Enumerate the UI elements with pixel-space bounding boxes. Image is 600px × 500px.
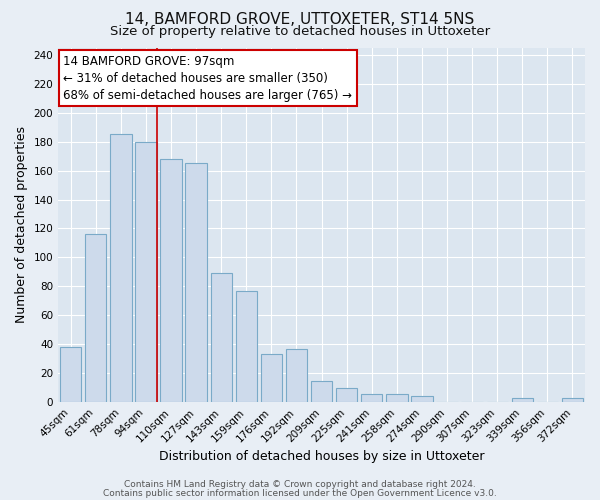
Bar [386, 394, 407, 402]
Bar [211, 274, 232, 402]
Bar [85, 234, 106, 402]
Bar [361, 394, 382, 402]
Text: Size of property relative to detached houses in Uttoxeter: Size of property relative to detached ho… [110, 25, 490, 38]
Text: Contains HM Land Registry data © Crown copyright and database right 2024.: Contains HM Land Registry data © Crown c… [124, 480, 476, 489]
Bar [160, 159, 182, 402]
Bar [562, 398, 583, 402]
Bar [110, 134, 131, 402]
X-axis label: Distribution of detached houses by size in Uttoxeter: Distribution of detached houses by size … [159, 450, 484, 462]
Bar [286, 348, 307, 402]
Bar [336, 388, 358, 402]
Bar [411, 396, 433, 402]
Text: 14, BAMFORD GROVE, UTTOXETER, ST14 5NS: 14, BAMFORD GROVE, UTTOXETER, ST14 5NS [125, 12, 475, 28]
Bar [311, 380, 332, 402]
Y-axis label: Number of detached properties: Number of detached properties [15, 126, 28, 324]
Text: Contains public sector information licensed under the Open Government Licence v3: Contains public sector information licen… [103, 488, 497, 498]
Bar [261, 354, 282, 402]
Text: 14 BAMFORD GROVE: 97sqm
← 31% of detached houses are smaller (350)
68% of semi-d: 14 BAMFORD GROVE: 97sqm ← 31% of detache… [64, 54, 352, 102]
Bar [236, 290, 257, 402]
Bar [512, 398, 533, 402]
Bar [136, 142, 157, 402]
Bar [185, 164, 207, 402]
Bar [60, 347, 82, 402]
